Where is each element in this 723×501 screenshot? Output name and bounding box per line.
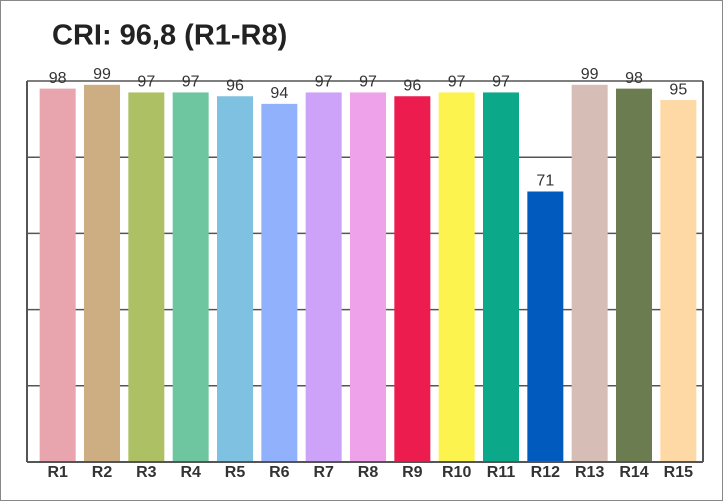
- bar: [350, 92, 386, 463]
- x-tick-label: R7: [313, 464, 334, 481]
- value-label: 98: [49, 70, 67, 87]
- x-tick-label: R2: [92, 464, 113, 481]
- x-tick-label: R4: [180, 464, 201, 481]
- x-tick-label: R15: [664, 464, 693, 481]
- bar: [305, 92, 342, 463]
- value-label: 97: [359, 74, 377, 91]
- x-tick-label: R10: [442, 464, 471, 481]
- bar: [394, 96, 431, 463]
- x-tick-label: R6: [269, 464, 290, 481]
- value-label: 99: [93, 66, 111, 83]
- value-label: 95: [669, 81, 687, 98]
- x-tick-label: R12: [531, 464, 560, 481]
- value-label: 97: [182, 74, 200, 91]
- bar: [84, 84, 120, 462]
- x-tick-label: R8: [358, 464, 379, 481]
- bar: [39, 88, 76, 463]
- bar: [172, 92, 209, 463]
- value-label: 98: [625, 70, 643, 87]
- x-tick-label: R1: [47, 464, 68, 481]
- x-tick-label: R9: [402, 464, 423, 481]
- bar: [438, 92, 475, 463]
- value-label: 71: [536, 173, 554, 190]
- value-label: 97: [448, 74, 466, 91]
- value-label: 97: [137, 74, 155, 91]
- x-tick-label: R13: [575, 464, 604, 481]
- value-label: 94: [270, 85, 288, 102]
- bar: [128, 92, 165, 463]
- value-label: 96: [226, 77, 244, 94]
- x-tick-label: R3: [136, 464, 157, 481]
- bar: [217, 96, 253, 463]
- chart-title: CRI: 96,8 (R1-R8): [52, 20, 287, 52]
- bar: [483, 92, 519, 463]
- value-label: 96: [403, 77, 421, 94]
- value-label: 97: [315, 74, 333, 91]
- x-tick-label: R5: [225, 464, 246, 481]
- x-tick-label: R14: [619, 464, 648, 481]
- bar: [527, 191, 564, 463]
- bar: [616, 88, 652, 463]
- bar: [660, 100, 697, 463]
- value-label: 97: [492, 74, 510, 91]
- bar: [571, 84, 608, 462]
- bar: [261, 103, 298, 463]
- value-label: 99: [581, 66, 599, 83]
- x-tick-label: R11: [487, 464, 516, 481]
